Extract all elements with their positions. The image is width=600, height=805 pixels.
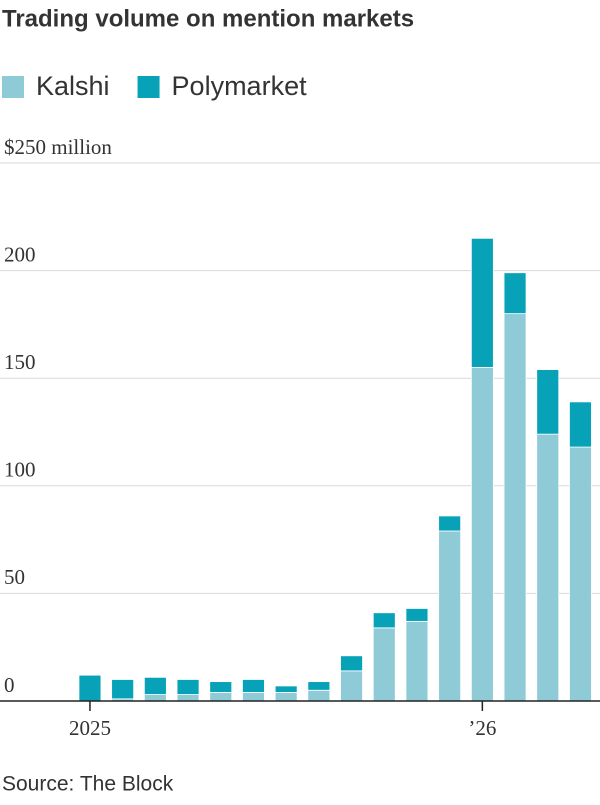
bar: [340, 670, 363, 702]
bar: [307, 689, 331, 702]
bar: [209, 681, 233, 693]
bar: [242, 679, 265, 693]
bar: [274, 685, 298, 693]
y-tick-label: 150: [4, 350, 36, 374]
bar: [503, 313, 527, 702]
y-tick-label: 200: [4, 242, 36, 266]
bar: [372, 612, 396, 629]
source: Source: The Block: [2, 773, 174, 796]
bar: [176, 694, 200, 702]
bar: [438, 530, 462, 702]
bar: [536, 433, 560, 702]
bar: [470, 237, 494, 368]
bar: [111, 679, 135, 700]
bar: [78, 674, 102, 702]
bar: [569, 446, 592, 702]
bar: [503, 272, 527, 315]
bar: [307, 681, 331, 691]
y-tick-label: 0: [4, 673, 15, 697]
bar: [405, 608, 429, 622]
legend-swatch: [2, 76, 24, 98]
x-tick-label: 2025: [69, 716, 111, 740]
bar: [405, 620, 429, 702]
y-tick-label: 50: [4, 565, 25, 589]
bar: [438, 515, 462, 532]
bar: [569, 401, 592, 448]
chart-title: Trading volume on mention markets: [2, 5, 414, 32]
legend-label: Polymarket: [172, 71, 308, 101]
legend-label: Kalshi: [36, 71, 110, 101]
bar: [340, 655, 363, 672]
y-tick-label: 100: [4, 458, 36, 482]
legend: Kalshi Polymarket: [2, 71, 307, 101]
y-tick-label: $250 million: [4, 135, 112, 159]
bar: [209, 691, 233, 702]
bar: [536, 369, 560, 435]
bar: [143, 676, 167, 695]
bar: [470, 367, 494, 702]
bar: [242, 691, 265, 702]
bar: [143, 694, 167, 702]
x-tick-label: ’26: [468, 716, 496, 740]
bar: [372, 627, 396, 702]
bar: [176, 679, 200, 695]
bar: [274, 691, 298, 702]
legend-swatch: [137, 76, 160, 98]
